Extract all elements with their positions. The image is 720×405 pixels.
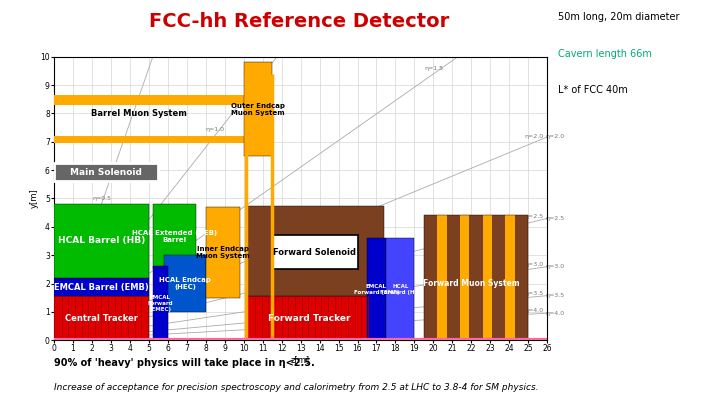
Bar	[386, 238, 415, 340]
Text: η=3.5: η=3.5	[524, 291, 544, 296]
Text: Inner Endcap
Muon System: Inner Endcap Muon System	[196, 246, 250, 259]
Bar	[482, 215, 492, 340]
Bar	[248, 296, 371, 340]
Bar	[460, 215, 469, 340]
Bar	[54, 204, 149, 278]
Text: Radiation Shield: Radiation Shield	[274, 246, 358, 256]
Y-axis label: y[m]: y[m]	[30, 189, 39, 208]
Bar	[367, 238, 386, 340]
Text: η=2.0: η=2.0	[524, 134, 544, 139]
Text: HCAL Extended (HEB)
Barrel: HCAL Extended (HEB) Barrel	[132, 230, 217, 243]
Text: Outer Endcap
Muon System: Outer Endcap Muon System	[231, 102, 285, 116]
Text: FCC-hh Reference Detector: FCC-hh Reference Detector	[148, 12, 449, 31]
Bar	[437, 215, 446, 340]
Bar	[54, 136, 248, 143]
Bar	[54, 163, 158, 181]
Text: Barrel Muon System: Barrel Muon System	[91, 109, 187, 118]
Bar	[153, 266, 168, 340]
Bar	[164, 255, 206, 312]
Bar	[272, 235, 358, 269]
Bar	[54, 278, 149, 296]
Text: Main Solenoid: Main Solenoid	[71, 168, 142, 177]
Text: HCAL Endcap
(HEC): HCAL Endcap (HEC)	[159, 277, 211, 290]
Text: η=3.0: η=3.0	[524, 262, 544, 267]
Text: η=3.5: η=3.5	[545, 293, 564, 298]
Text: EMCAL
Forward (EMF): EMCAL Forward (EMF)	[354, 284, 399, 294]
Text: EMCAL Barrel (EMB): EMCAL Barrel (EMB)	[54, 283, 149, 292]
Text: η=4.0: η=4.0	[524, 308, 544, 313]
Text: Increase of acceptance for precision spectroscopy and calorimetry from 2.5 at LH: Increase of acceptance for precision spe…	[54, 383, 539, 392]
Text: EMCAL
Forward
(EMEC): EMCAL Forward (EMEC)	[148, 295, 173, 311]
Text: 90% of 'heavy' physics will take place in η<2.5.: 90% of 'heavy' physics will take place i…	[54, 358, 315, 369]
Text: η=1.0: η=1.0	[206, 127, 225, 132]
Bar	[424, 215, 528, 340]
Bar	[54, 95, 248, 105]
Text: η=4.0: η=4.0	[545, 311, 564, 315]
Bar	[424, 215, 528, 340]
Bar	[54, 296, 149, 340]
Text: η=0.5: η=0.5	[92, 196, 111, 201]
Text: 50m long, 20m diameter: 50m long, 20m diameter	[558, 12, 680, 22]
Bar	[153, 204, 197, 269]
Text: η=2.0: η=2.0	[545, 134, 564, 139]
Text: Forward Muon System: Forward Muon System	[423, 279, 520, 288]
Text: η=2.5: η=2.5	[545, 216, 564, 221]
Bar	[206, 207, 240, 298]
Bar	[243, 62, 272, 156]
Bar	[505, 215, 515, 340]
Text: η=2.5: η=2.5	[524, 214, 544, 219]
Text: HCAL Barrel (HB): HCAL Barrel (HB)	[58, 237, 145, 245]
Text: HCAL
Forward (HF): HCAL Forward (HF)	[379, 284, 420, 294]
Text: η=3.0: η=3.0	[545, 264, 564, 269]
Text: Forward Solenoid: Forward Solenoid	[274, 248, 356, 257]
Text: Cavern length 66m: Cavern length 66m	[558, 49, 652, 59]
X-axis label: z[m]: z[m]	[291, 355, 310, 364]
Text: η=1.5: η=1.5	[424, 66, 443, 70]
Text: L* of FCC 40m: L* of FCC 40m	[558, 85, 628, 95]
Text: Forward Tracker: Forward Tracker	[268, 314, 351, 323]
Text: Central Tracker: Central Tracker	[65, 314, 138, 323]
Bar	[248, 205, 384, 296]
